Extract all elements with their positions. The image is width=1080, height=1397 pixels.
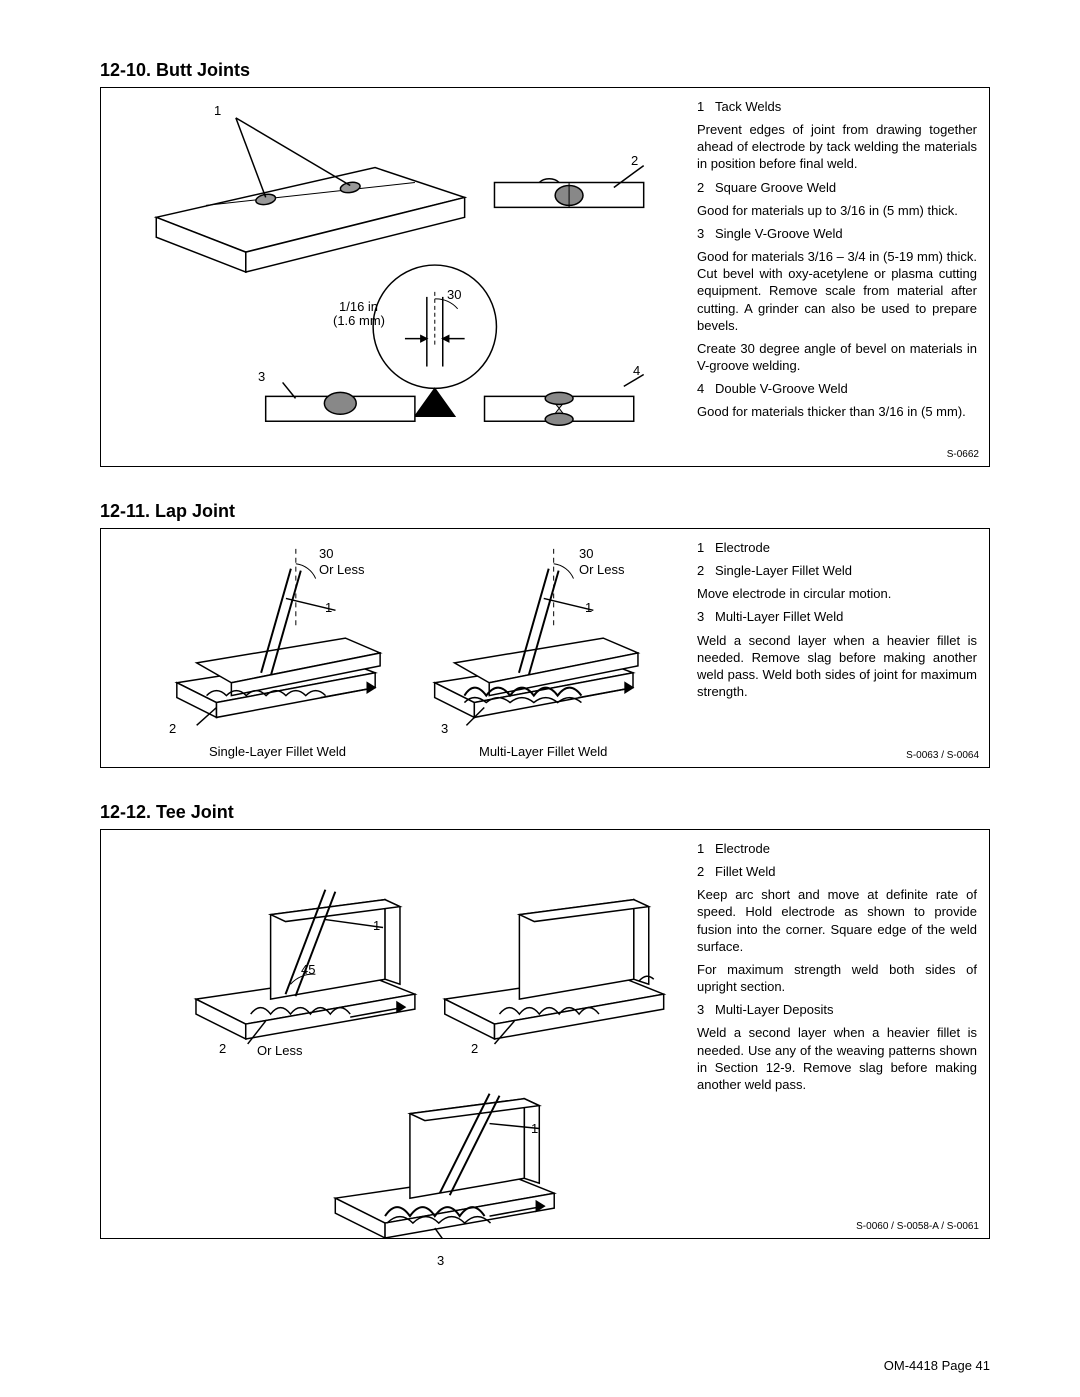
page: 12-10. Butt Joints <box>0 0 1080 1397</box>
lap-n1b: 1 <box>585 601 592 615</box>
tee-n2b: 2 <box>471 1042 478 1056</box>
butt-item-1-n: 1 <box>697 98 715 115</box>
butt-label-gap2: (1.6 mm) <box>333 314 385 328</box>
section-title-butt: 12-10. Butt Joints <box>100 60 990 81</box>
butt-label-4: 4 <box>633 364 640 378</box>
tee-item-3-t: Multi-Layer Deposits <box>715 1001 977 1018</box>
tee-angle: 45 <box>301 963 315 977</box>
butt-para-1: Prevent edges of joint from drawing toge… <box>697 121 977 172</box>
diagram-area-butt: 1 2 3 4 30 1/16 in (1.6 mm) <box>101 88 689 466</box>
tee-item-2-t: Fillet Weld <box>715 863 977 880</box>
lap-item-2-t: Single-Layer Fillet Weld <box>715 562 977 579</box>
lap-ref: S-0063 / S-0064 <box>906 750 979 761</box>
butt-label-angle: 30 <box>447 288 461 302</box>
butt-item-2-n: 2 <box>697 179 715 196</box>
butt-diagram-svg <box>101 88 689 466</box>
diagram-area-tee: 1 45 Or Less 2 2 1 3 <box>101 830 689 1238</box>
butt-para-4: Create 30 degree angle of bevel on mater… <box>697 340 977 374</box>
figure-butt-joints: 1 2 3 4 30 1/16 in (1.6 mm) 1Tack Welds … <box>100 87 990 467</box>
tee-orless: Or Less <box>257 1044 303 1058</box>
lap-cap-right: Multi-Layer Fillet Weld <box>479 745 607 759</box>
tee-item-1-n: 1 <box>697 840 715 857</box>
butt-right-col: 1Tack Welds Prevent edges of joint from … <box>697 98 977 427</box>
tee-item-2-n: 2 <box>697 863 715 880</box>
butt-label-1: 1 <box>214 104 221 118</box>
butt-item-4-t: Double V-Groove Weld <box>715 380 977 397</box>
butt-para-3: Good for materials 3/16 – 3/4 in (5-19 m… <box>697 248 977 334</box>
page-footer: OM-4418 Page 41 <box>884 1358 990 1373</box>
lap-para-2: Weld a second layer when a heavier fille… <box>697 632 977 701</box>
lap-cap-left: Single-Layer Fillet Weld <box>209 745 346 759</box>
lap-orless-1: Or Less <box>319 563 365 577</box>
lap-angle-1: 30 <box>319 547 333 561</box>
tee-item-3-n: 3 <box>697 1001 715 1018</box>
tee-n3: 3 <box>437 1254 444 1268</box>
butt-label-3: 3 <box>258 370 265 384</box>
lap-para-1: Move electrode in circular motion. <box>697 585 977 602</box>
tee-diagram-svg <box>101 830 689 1238</box>
butt-item-1-t: Tack Welds <box>715 98 977 115</box>
butt-item-3-n: 3 <box>697 225 715 242</box>
butt-para-2: Good for materials up to 3/16 in (5 mm) … <box>697 202 977 219</box>
lap-angle-2: 30 <box>579 547 593 561</box>
lap-n2a: 2 <box>169 722 176 736</box>
tee-item-1-t: Electrode <box>715 840 977 857</box>
lap-item-1-n: 1 <box>697 539 715 556</box>
lap-item-2-n: 2 <box>697 562 715 579</box>
lap-orless-2: Or Less <box>579 563 625 577</box>
butt-para-5: Good for materials thicker than 3/16 in … <box>697 403 977 420</box>
butt-label-2: 2 <box>631 154 638 168</box>
tee-n1b: 1 <box>531 1122 538 1136</box>
butt-item-3-t: Single V-Groove Weld <box>715 225 977 242</box>
lap-item-1-t: Electrode <box>715 539 977 556</box>
tee-para-3: Weld a second layer when a heavier fille… <box>697 1024 977 1093</box>
butt-item-4-n: 4 <box>697 380 715 397</box>
tee-n2a: 2 <box>219 1042 226 1056</box>
lap-right-col: 1Electrode 2Single-Layer Fillet Weld Mov… <box>697 539 977 706</box>
butt-item-2-t: Square Groove Weld <box>715 179 977 196</box>
lap-item-3-n: 3 <box>697 608 715 625</box>
tee-para-2: For maximum strength weld both sides of … <box>697 961 977 995</box>
tee-para-1: Keep arc short and move at definite rate… <box>697 886 977 955</box>
section-title-lap: 12-11. Lap Joint <box>100 501 990 522</box>
figure-tee-joint: 1 45 Or Less 2 2 1 3 1Electrode 2Fillet … <box>100 829 990 1239</box>
tee-right-col: 1Electrode 2Fillet Weld Keep arc short a… <box>697 840 977 1099</box>
butt-ref: S-0662 <box>947 449 979 460</box>
lap-n1a: 1 <box>325 601 332 615</box>
tee-ref: S-0060 / S-0058-A / S-0061 <box>856 1221 979 1232</box>
diagram-area-lap: 30 Or Less 1 2 Single-Layer Fillet Weld … <box>101 529 689 767</box>
section-title-tee: 12-12. Tee Joint <box>100 802 990 823</box>
lap-item-3-t: Multi-Layer Fillet Weld <box>715 608 977 625</box>
lap-n3b: 3 <box>441 722 448 736</box>
tee-n1a: 1 <box>373 919 380 933</box>
figure-lap-joint: 30 Or Less 1 2 Single-Layer Fillet Weld … <box>100 528 990 768</box>
